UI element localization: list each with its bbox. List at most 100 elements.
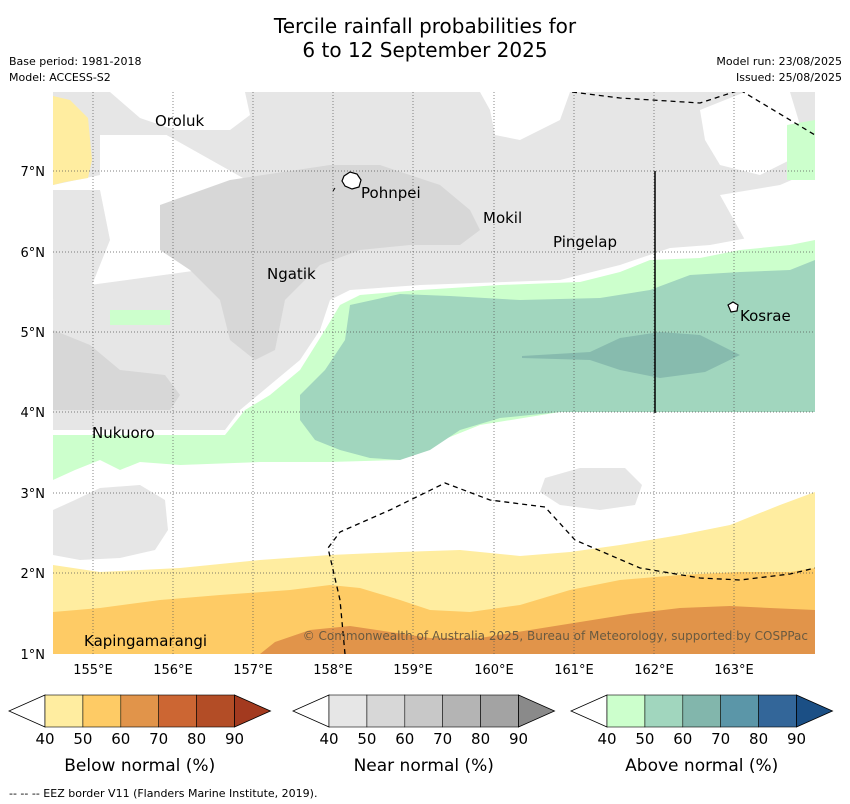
colorbar-segment (644, 694, 684, 728)
colorbar-segment (404, 694, 443, 728)
model-label: Model: ACCESS-S2 (9, 71, 111, 84)
eez-border-south (327, 482, 815, 654)
place-label-pohnpei: Pohnpei (361, 184, 421, 202)
above-normal-40-patch-west (110, 310, 170, 325)
x-tick: 161°E (554, 663, 594, 678)
near-normal-region-south (53, 485, 168, 560)
near-normal-region-north-2 (53, 190, 110, 300)
copyright-notice: © Commonwealth of Australia 2025, Bureau… (303, 629, 808, 643)
colorbar-tick-label: 50 (73, 730, 92, 748)
colorbar-tick-label: 70 (711, 730, 730, 748)
map-panel: Oroluk Pohnpei Mokil Pingelap Ngatik Kos… (21, 92, 815, 678)
colorbar-segment (442, 694, 481, 728)
grid-lines (53, 92, 815, 654)
colorbar-upper-extension (234, 694, 272, 728)
title-line-1: Tercile rainfall probabilities for (273, 14, 577, 38)
place-label-oroluk: Oroluk (155, 112, 204, 130)
base-period-label: Base period: 1981-2018 (9, 55, 142, 68)
colorbar-tick-label: 60 (111, 730, 130, 748)
white-gap-2 (700, 92, 800, 175)
x-tick: 158°E (313, 663, 353, 678)
near-normal-region-south-2 (540, 468, 642, 510)
place-label-kapingamarangi: Kapingamarangi (84, 632, 207, 650)
x-tick: 162°E (634, 663, 674, 678)
white-gap-1 (480, 92, 570, 140)
colorbar-tick-label: 90 (225, 730, 244, 748)
place-label-mokil: Mokil (483, 209, 522, 227)
colorbar-tick-label: 50 (635, 730, 654, 748)
colorbar-near-normal: 40 50 60 70 80 90 Near normal (%) (292, 694, 556, 776)
colorbar-tick-label: 40 (319, 730, 338, 748)
colorbar-lower-extension (570, 694, 608, 728)
y-tick: 4°N (21, 406, 46, 421)
colorbar-segment (720, 694, 759, 728)
pohnpei-atoll-mark (332, 187, 336, 192)
colorbar-below-normal: 40 50 60 70 80 90 Below normal (%) (8, 694, 272, 776)
x-tick: 155°E (73, 663, 113, 678)
place-label-nukuoro: Nukuoro (92, 424, 155, 442)
issued-label: Issued: 25/08/2025 (735, 71, 842, 84)
colorbar-tick-label: 80 (471, 730, 490, 748)
colorbar-upper-extension (796, 694, 834, 728)
colorbar-upper-extension (518, 694, 556, 728)
colorbar-segment (196, 694, 235, 728)
colorbar-segment (82, 694, 122, 728)
x-tick: 159°E (393, 663, 433, 678)
colorbar-segment (44, 694, 84, 728)
white-gap-4 (110, 92, 250, 130)
place-label-pingelap: Pingelap (553, 233, 617, 251)
colorbar-segment (682, 694, 721, 728)
title-line-2: 6 to 12 September 2025 (302, 38, 548, 62)
place-label-ngatik: Ngatik (267, 265, 316, 283)
colorbar-lower-extension (8, 694, 46, 728)
colorbar-tick-label: 40 (35, 730, 54, 748)
colorbar-tick-label: 40 (597, 730, 616, 748)
colorbar-tick-label: 80 (749, 730, 768, 748)
colorbar-segment (758, 694, 797, 728)
colorbar-segment (328, 694, 368, 728)
colorbar-tick-label: 70 (149, 730, 168, 748)
above-normal-60-region (522, 332, 740, 378)
place-labels: Oroluk Pohnpei Mokil Pingelap Ngatik Kos… (84, 112, 791, 650)
colorbar-lower-extension (292, 694, 330, 728)
colorbar-segment (606, 694, 646, 728)
colorbar-tick-label: 80 (187, 730, 206, 748)
colorbar-tick-label: 90 (509, 730, 528, 748)
x-tick: 156°E (153, 663, 193, 678)
y-tick: 5°N (21, 326, 46, 341)
pohnpei-island-shape (341, 171, 362, 190)
colorbar-segment (480, 694, 519, 728)
above-normal-50-region (300, 260, 815, 460)
kosrae-island-shape (727, 301, 739, 313)
colorbar-tick-label: 60 (673, 730, 692, 748)
x-tick: 163°E (714, 663, 754, 678)
y-tick: 6°N (21, 246, 46, 261)
colorbar-tick-label: 70 (433, 730, 452, 748)
x-tick: 160°E (474, 663, 514, 678)
y-tick: 2°N (21, 567, 46, 582)
colorbar-title: Near normal (%) (354, 756, 494, 776)
eez-footer-note: -- -- -- EEZ border V11 (Flanders Marine… (9, 787, 318, 800)
place-label-kosrae: Kosrae (740, 307, 791, 325)
y-tick: 1°N (21, 648, 46, 663)
x-axis-ticks: 155°E 156°E 157°E 158°E 159°E 160°E 161°… (73, 663, 754, 678)
y-tick: 3°N (21, 487, 46, 502)
colorbar-tick-label: 90 (787, 730, 806, 748)
colorbar-tick-label: 60 (395, 730, 414, 748)
near-normal-core-west (53, 330, 180, 410)
map-area (53, 92, 815, 654)
x-tick: 157°E (233, 663, 273, 678)
colorbar-tick-label: 50 (357, 730, 376, 748)
below-normal-60-band (260, 606, 815, 654)
model-run-label: Model run: 23/08/2025 (716, 55, 842, 68)
colorbar-segment (120, 694, 160, 728)
colorbar-above-normal: 40 50 60 70 80 90 Above normal (%) (570, 694, 834, 776)
colorbar-segment (158, 694, 197, 728)
colorbar-segment (366, 694, 406, 728)
y-axis-ticks: 7°N 6°N 5°N 4°N 3°N 2°N 1°N (21, 165, 46, 663)
near-normal-core (160, 165, 480, 360)
legend-panel: 40 50 60 70 80 90 Below normal (%) 40 50 60 70 80 9… (8, 694, 834, 776)
white-gap-3 (720, 170, 815, 250)
above-normal-40-patch-ne (787, 120, 815, 180)
eez-border-north (571, 92, 815, 136)
